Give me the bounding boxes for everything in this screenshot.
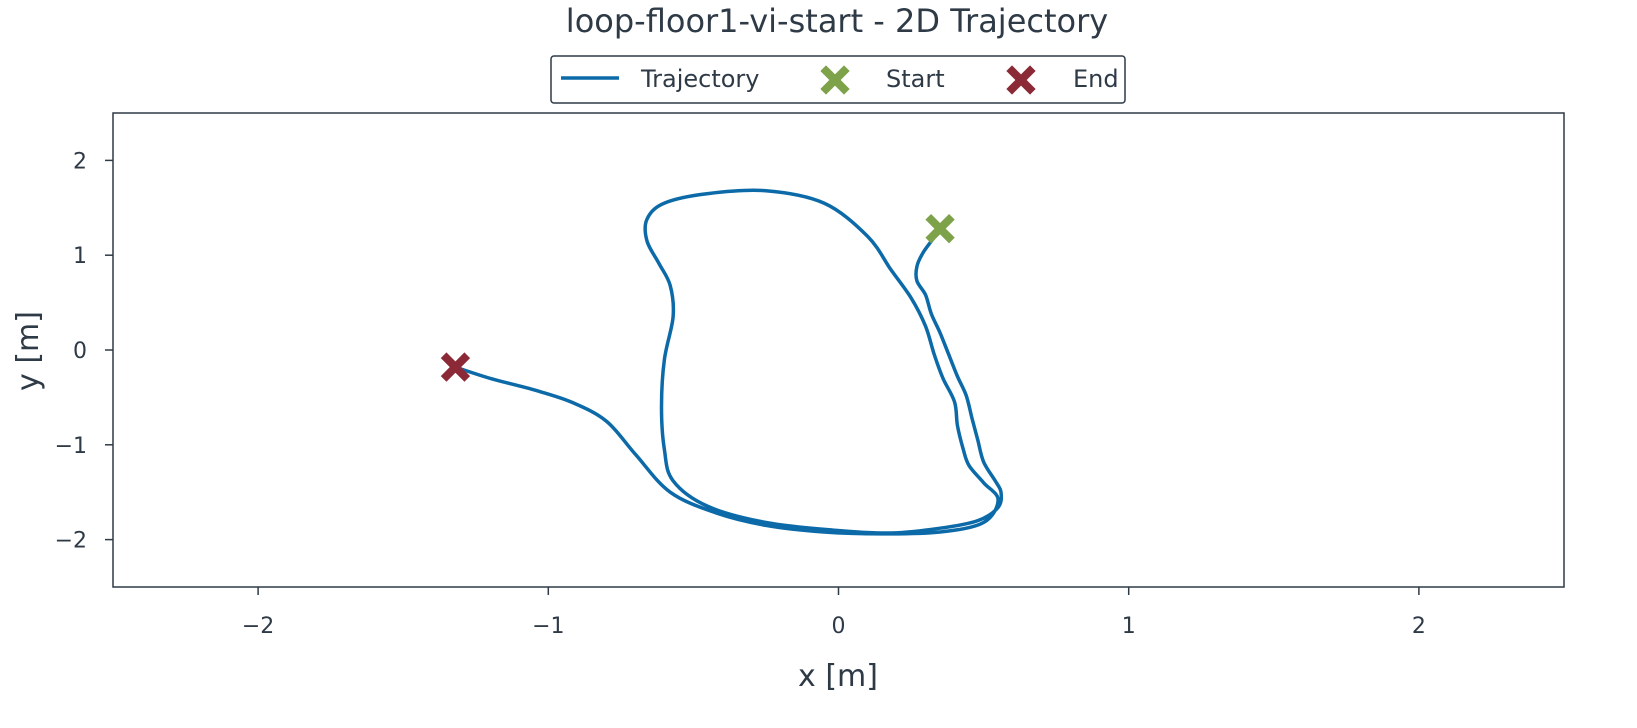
x-tick-label: 0 bbox=[832, 614, 846, 639]
y-tick-label: −2 bbox=[55, 529, 87, 554]
x-tick-label: 1 bbox=[1122, 614, 1136, 639]
legend-end-label: End bbox=[1073, 65, 1119, 93]
plot-area bbox=[112, 112, 1565, 588]
legend-start-label: Start bbox=[886, 65, 945, 93]
legend-end-x bbox=[1006, 65, 1036, 95]
trajectory-line bbox=[453, 188, 1004, 536]
legend-start-marker bbox=[820, 65, 850, 95]
y-tick-label: 0 bbox=[73, 339, 87, 364]
markers bbox=[440, 213, 955, 382]
x-tick-label: −1 bbox=[532, 614, 564, 639]
y-tick-label: 2 bbox=[73, 149, 87, 174]
x-tick-label: −2 bbox=[242, 614, 274, 639]
y-tick-label: −1 bbox=[55, 434, 87, 459]
x-axis: −2 −1 0 1 2 bbox=[242, 587, 1426, 639]
x-tick-label: 2 bbox=[1412, 614, 1426, 639]
y-tick-label: 1 bbox=[73, 244, 87, 269]
legend-end-marker bbox=[1006, 65, 1036, 95]
legend-trajectory-label: Trajectory bbox=[640, 65, 760, 93]
chart-title: loop-floor1-vi-start - 2D Trajectory bbox=[566, 2, 1108, 40]
y-axis-label: y [m] bbox=[11, 311, 46, 391]
end-marker bbox=[440, 352, 471, 382]
x-axis-label: x [m] bbox=[798, 659, 878, 694]
legend-start-x bbox=[820, 65, 850, 95]
y-axis: −2 −1 0 1 2 bbox=[55, 149, 113, 554]
start-marker bbox=[925, 213, 955, 244]
legend: Trajectory Start End bbox=[550, 55, 1126, 104]
